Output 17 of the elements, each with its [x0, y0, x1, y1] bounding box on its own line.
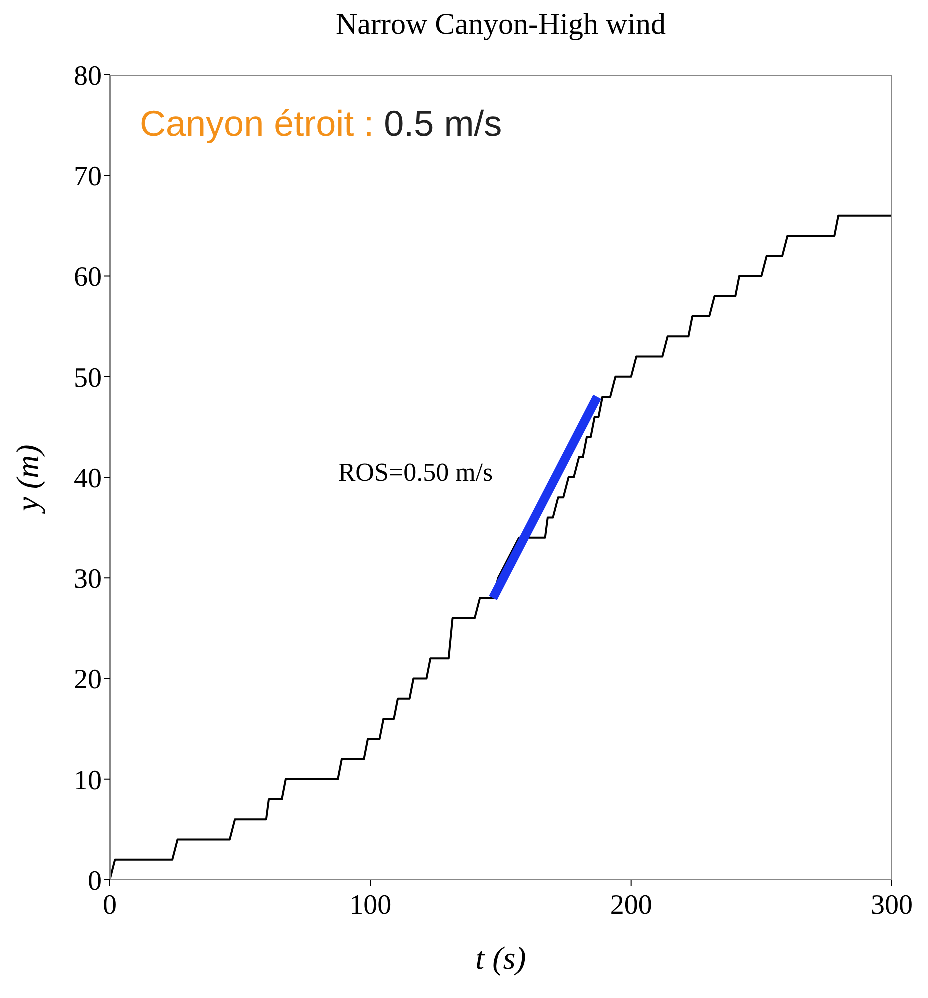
y-tick-label: 70 — [74, 162, 102, 193]
annotation: Canyon étroit : — [140, 103, 376, 144]
y-tick-label: 60 — [74, 262, 102, 294]
x-tick-label: 300 — [871, 890, 913, 921]
y-tick-label: 10 — [74, 765, 102, 796]
y-tick-label: 30 — [74, 564, 102, 596]
annotation: ROS=0.50 m/s — [338, 458, 494, 488]
y-tick-label: 80 — [74, 60, 102, 92]
annotation: 0.5 m/s — [384, 103, 502, 144]
y-tick-label: 40 — [74, 463, 102, 494]
x-tick-label: 100 — [350, 890, 392, 921]
chart-title: Narrow Canyon-High wind — [335, 8, 667, 42]
y-tick-label: 0 — [88, 866, 102, 897]
x-tick-label: 200 — [610, 890, 652, 921]
x-axis-title: t (s) — [474, 940, 528, 977]
y-tick-label: 50 — [74, 362, 102, 394]
y-tick-label: 20 — [74, 664, 102, 696]
